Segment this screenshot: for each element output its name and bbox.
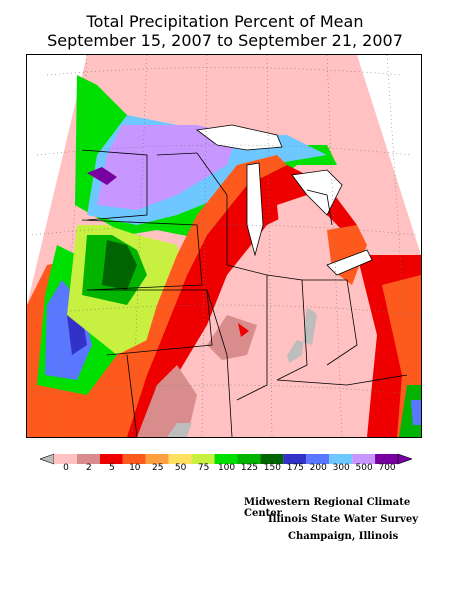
precipitation-map-svg	[27, 55, 421, 437]
credit-center: Midwestern Regional Climate Center	[244, 497, 411, 519]
legend-box-c500	[352, 454, 376, 464]
region-purple-spot	[87, 167, 117, 185]
legend-box-c10	[122, 454, 146, 464]
lake-michigan	[246, 162, 264, 257]
legend-box-c0	[54, 454, 77, 464]
legend-label: 2	[86, 463, 92, 473]
credit-survey: Illinois State Water Survey	[268, 514, 419, 525]
graticule	[27, 55, 421, 437]
legend-box-c75	[191, 454, 215, 464]
precipitation-map	[26, 54, 422, 438]
legend-box-c5	[99, 454, 123, 464]
legend-label: 75	[197, 463, 210, 473]
legend-box-c2	[76, 454, 100, 464]
legend-label: 300	[332, 463, 350, 473]
legend-box-c100	[214, 454, 238, 464]
legend-arrow-high	[397, 453, 412, 465]
legend-label: 700	[378, 463, 396, 473]
region-north-lavender	[97, 125, 237, 210]
map-date-range: September 15, 2007 to September 21, 2007	[47, 31, 403, 50]
legend-label: 500	[355, 463, 373, 473]
legend-box-c25	[145, 454, 169, 464]
legend-label: 100	[217, 463, 236, 473]
legend-label: 175	[286, 463, 304, 473]
legend-label: 200	[309, 463, 327, 473]
legend-label: 25	[151, 463, 164, 473]
region-mauve-south	[137, 365, 197, 437]
legend-label: 125	[240, 463, 259, 473]
region-central-darkgreen	[102, 240, 137, 290]
legend-label: 10	[129, 463, 141, 473]
legend-box-c150	[260, 454, 284, 464]
region-mauve-central	[207, 315, 257, 360]
region-red-spot	[238, 323, 249, 337]
legend-box-c175	[283, 454, 307, 464]
state-borders	[81, 149, 408, 437]
region-grey-south	[167, 423, 192, 437]
region-orange-band	[142, 155, 287, 375]
legend-box-c125	[237, 454, 261, 464]
region-east-blue	[411, 400, 421, 425]
legend-box-c700	[375, 454, 398, 464]
credit-location: Champaign, Illinois	[288, 531, 399, 542]
legend-box-c300	[329, 454, 353, 464]
legend-label: 0	[63, 463, 69, 473]
legend-label: 50	[174, 463, 187, 473]
region-grey-east	[287, 305, 317, 363]
map-title: Total Precipitation Percent of Mean	[86, 12, 364, 31]
region-michigan-pink	[277, 195, 347, 315]
legend-colorbar	[40, 453, 412, 465]
legend-label: 150	[263, 463, 281, 473]
legend-box-c50	[168, 454, 192, 464]
legend-box-c200	[306, 454, 330, 464]
outside-area-left	[27, 55, 87, 305]
outside-area-right	[357, 55, 421, 255]
legend-boxes	[54, 454, 398, 464]
lake-erie	[326, 249, 373, 276]
legend-arrow-low	[40, 453, 55, 465]
legend-label: 5	[108, 463, 115, 473]
